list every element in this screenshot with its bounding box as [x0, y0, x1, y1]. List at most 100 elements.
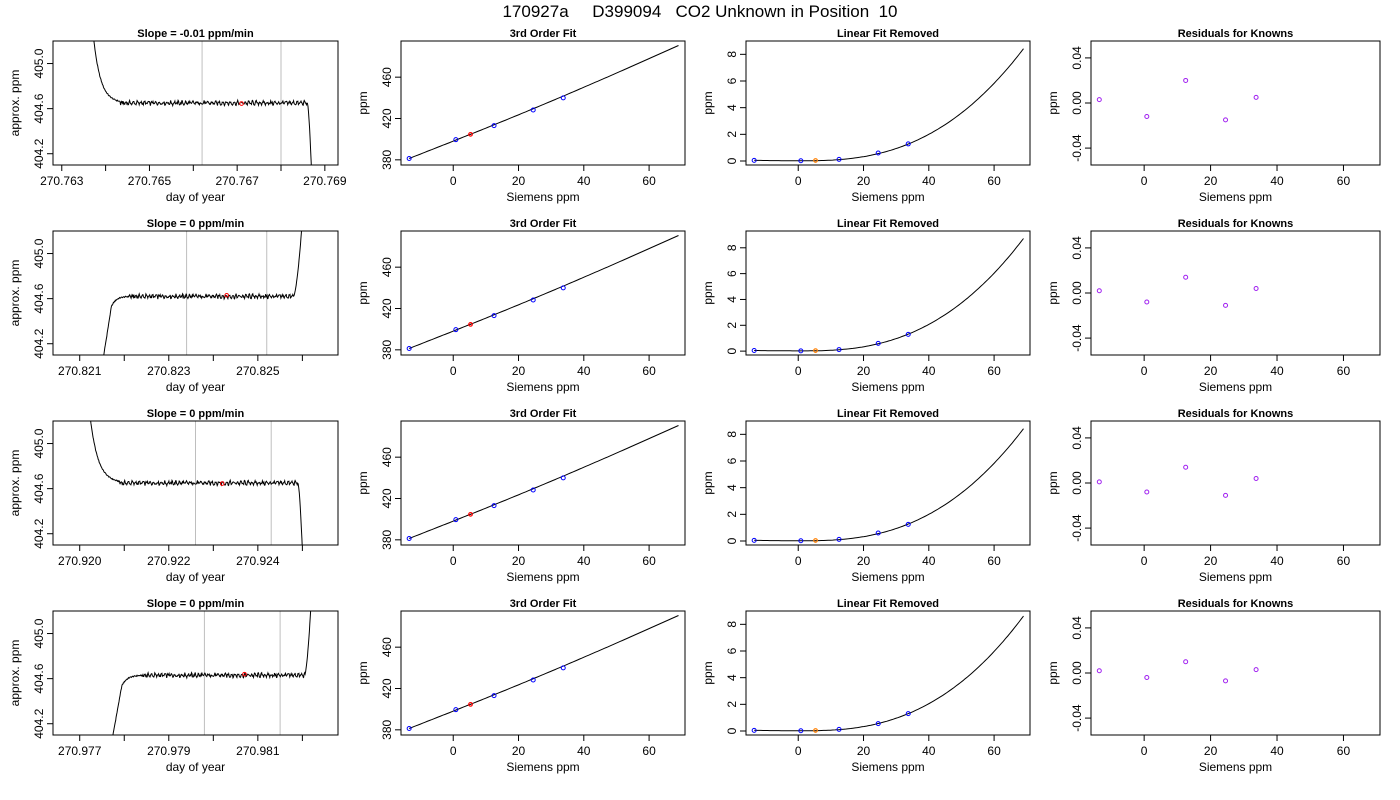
x-tick-label: 270.924 [236, 554, 280, 568]
x-axis-label: Siemens ppm [1199, 380, 1272, 394]
y-tick-label: 0 [725, 727, 739, 734]
known-point [560, 665, 566, 671]
x-tick-label: 0 [795, 174, 802, 188]
y-axis-label: approx. ppm [8, 260, 22, 327]
residual-point [1096, 668, 1102, 674]
x-tick-label: 270.981 [236, 744, 280, 758]
y-axis-label: approx. ppm [8, 640, 22, 707]
y-tick-label: 404.2 [32, 708, 46, 738]
x-axis-label: day of year [166, 570, 225, 584]
x-tick-label: 20 [512, 554, 526, 568]
known-point [836, 536, 842, 542]
known-point [453, 707, 459, 713]
time-trace [90, 421, 303, 545]
panel-r1-c1: Slope = -0.01 ppm/min 270.763 270.765 270.7… [8, 28, 347, 204]
x-tick-label: 40 [1270, 744, 1284, 758]
y-tick-label: 0 [725, 537, 739, 544]
y-tick-label: 0.00 [1070, 91, 1084, 115]
panel-title: Linear Fit Removed [837, 218, 939, 230]
panel-r1-c2: 3rd Order Fit 0 20 40 60 380 420 460 Siemens ppm… [356, 28, 686, 204]
known-point [798, 158, 804, 164]
x-tick-label: 270.922 [147, 554, 191, 568]
x-tick-label: 270.769 [303, 174, 347, 188]
y-tick-label: -0.04 [1070, 324, 1084, 352]
x-tick-label: 40 [577, 744, 591, 758]
panel-title: Slope = 0 ppm/min [147, 408, 245, 420]
x-tick-label: 20 [512, 364, 526, 378]
panel-r3-c1: Slope = 0 ppm/min 270.920 270.922 270.924 40… [8, 408, 339, 584]
x-tick-label: 0 [450, 364, 457, 378]
known-point [530, 487, 536, 493]
known-point [905, 331, 911, 337]
y-tick-label: 0 [725, 347, 739, 354]
y-tick-label: 404.2 [32, 518, 46, 548]
x-axis-label: Siemens ppm [851, 760, 924, 774]
x-tick-label: 0 [1141, 364, 1148, 378]
plot-area [1096, 77, 1259, 123]
residual-point [1183, 77, 1189, 83]
x-tick-label: 0 [1141, 744, 1148, 758]
y-tick-label: 460 [380, 257, 394, 277]
unknown-point [468, 321, 473, 327]
sample-marker [239, 101, 244, 106]
residual-point [1144, 489, 1150, 495]
plot-frame [745, 420, 1031, 546]
panel-title: 3rd Order Fit [510, 598, 577, 610]
plot-area [93, 41, 312, 165]
x-tick-label: 0 [450, 554, 457, 568]
sample-marker [224, 292, 229, 298]
fit-curve [754, 428, 1024, 542]
known-point [751, 727, 757, 733]
y-tick-label: 460 [380, 447, 394, 467]
y-tick-label: 0.04 [1070, 236, 1084, 260]
plot-area [751, 428, 1024, 544]
x-tick-label: 40 [1270, 554, 1284, 568]
residual-point [1096, 479, 1102, 485]
unknown-point [468, 701, 473, 707]
y-tick-label: 8 [725, 244, 739, 251]
x-tick-label: 20 [1204, 744, 1218, 758]
plot-frame [52, 420, 339, 546]
y-axis-label: ppm [356, 471, 370, 494]
x-tick-label: 20 [857, 554, 871, 568]
x-axis-label: Siemens ppm [851, 380, 924, 394]
residual-point [1223, 117, 1229, 123]
unknown-point [468, 131, 473, 137]
y-tick-label: 4 [725, 674, 739, 681]
x-tick-label: 60 [1337, 744, 1351, 758]
residual-point [1223, 678, 1229, 684]
x-tick-label: 60 [1337, 364, 1351, 378]
known-point [530, 107, 536, 113]
known-point [905, 141, 911, 147]
plot-frame [1090, 230, 1381, 356]
y-tick-label: 6 [725, 457, 739, 464]
y-tick-label: 420 [380, 678, 394, 698]
y-axis-label: ppm [701, 281, 715, 304]
page-title: 170927a D399094 CO2 Unknown in Position … [502, 2, 898, 21]
y-tick-label: 8 [725, 51, 739, 58]
residual-point [1223, 302, 1229, 308]
panel-title: Residuals for Knowns [1178, 218, 1294, 230]
x-tick-label: 20 [857, 364, 871, 378]
x-tick-label: 0 [795, 744, 802, 758]
time-trace [112, 611, 312, 735]
known-point [875, 150, 881, 156]
x-tick-label: 40 [577, 174, 591, 188]
known-point [491, 313, 497, 319]
known-point [751, 537, 757, 543]
panel-title: Slope = 0 ppm/min [147, 598, 245, 610]
x-tick-label: 60 [642, 744, 656, 758]
known-point [406, 155, 412, 161]
known-point [406, 725, 412, 731]
panel-r1-c4: Residuals for Knowns 0 20 40 60 -0.04 0.00 0.04… [1046, 28, 1381, 204]
known-point [560, 475, 566, 481]
y-tick-label: 0 [725, 157, 739, 164]
residual-point [1253, 94, 1259, 100]
y-tick-label: 6 [725, 647, 739, 654]
known-point [875, 721, 881, 727]
y-axis-label: ppm [356, 281, 370, 304]
x-tick-label: 60 [987, 174, 1001, 188]
x-axis-label: day of year [166, 190, 225, 204]
known-point [491, 123, 497, 129]
residual-point [1183, 274, 1189, 280]
